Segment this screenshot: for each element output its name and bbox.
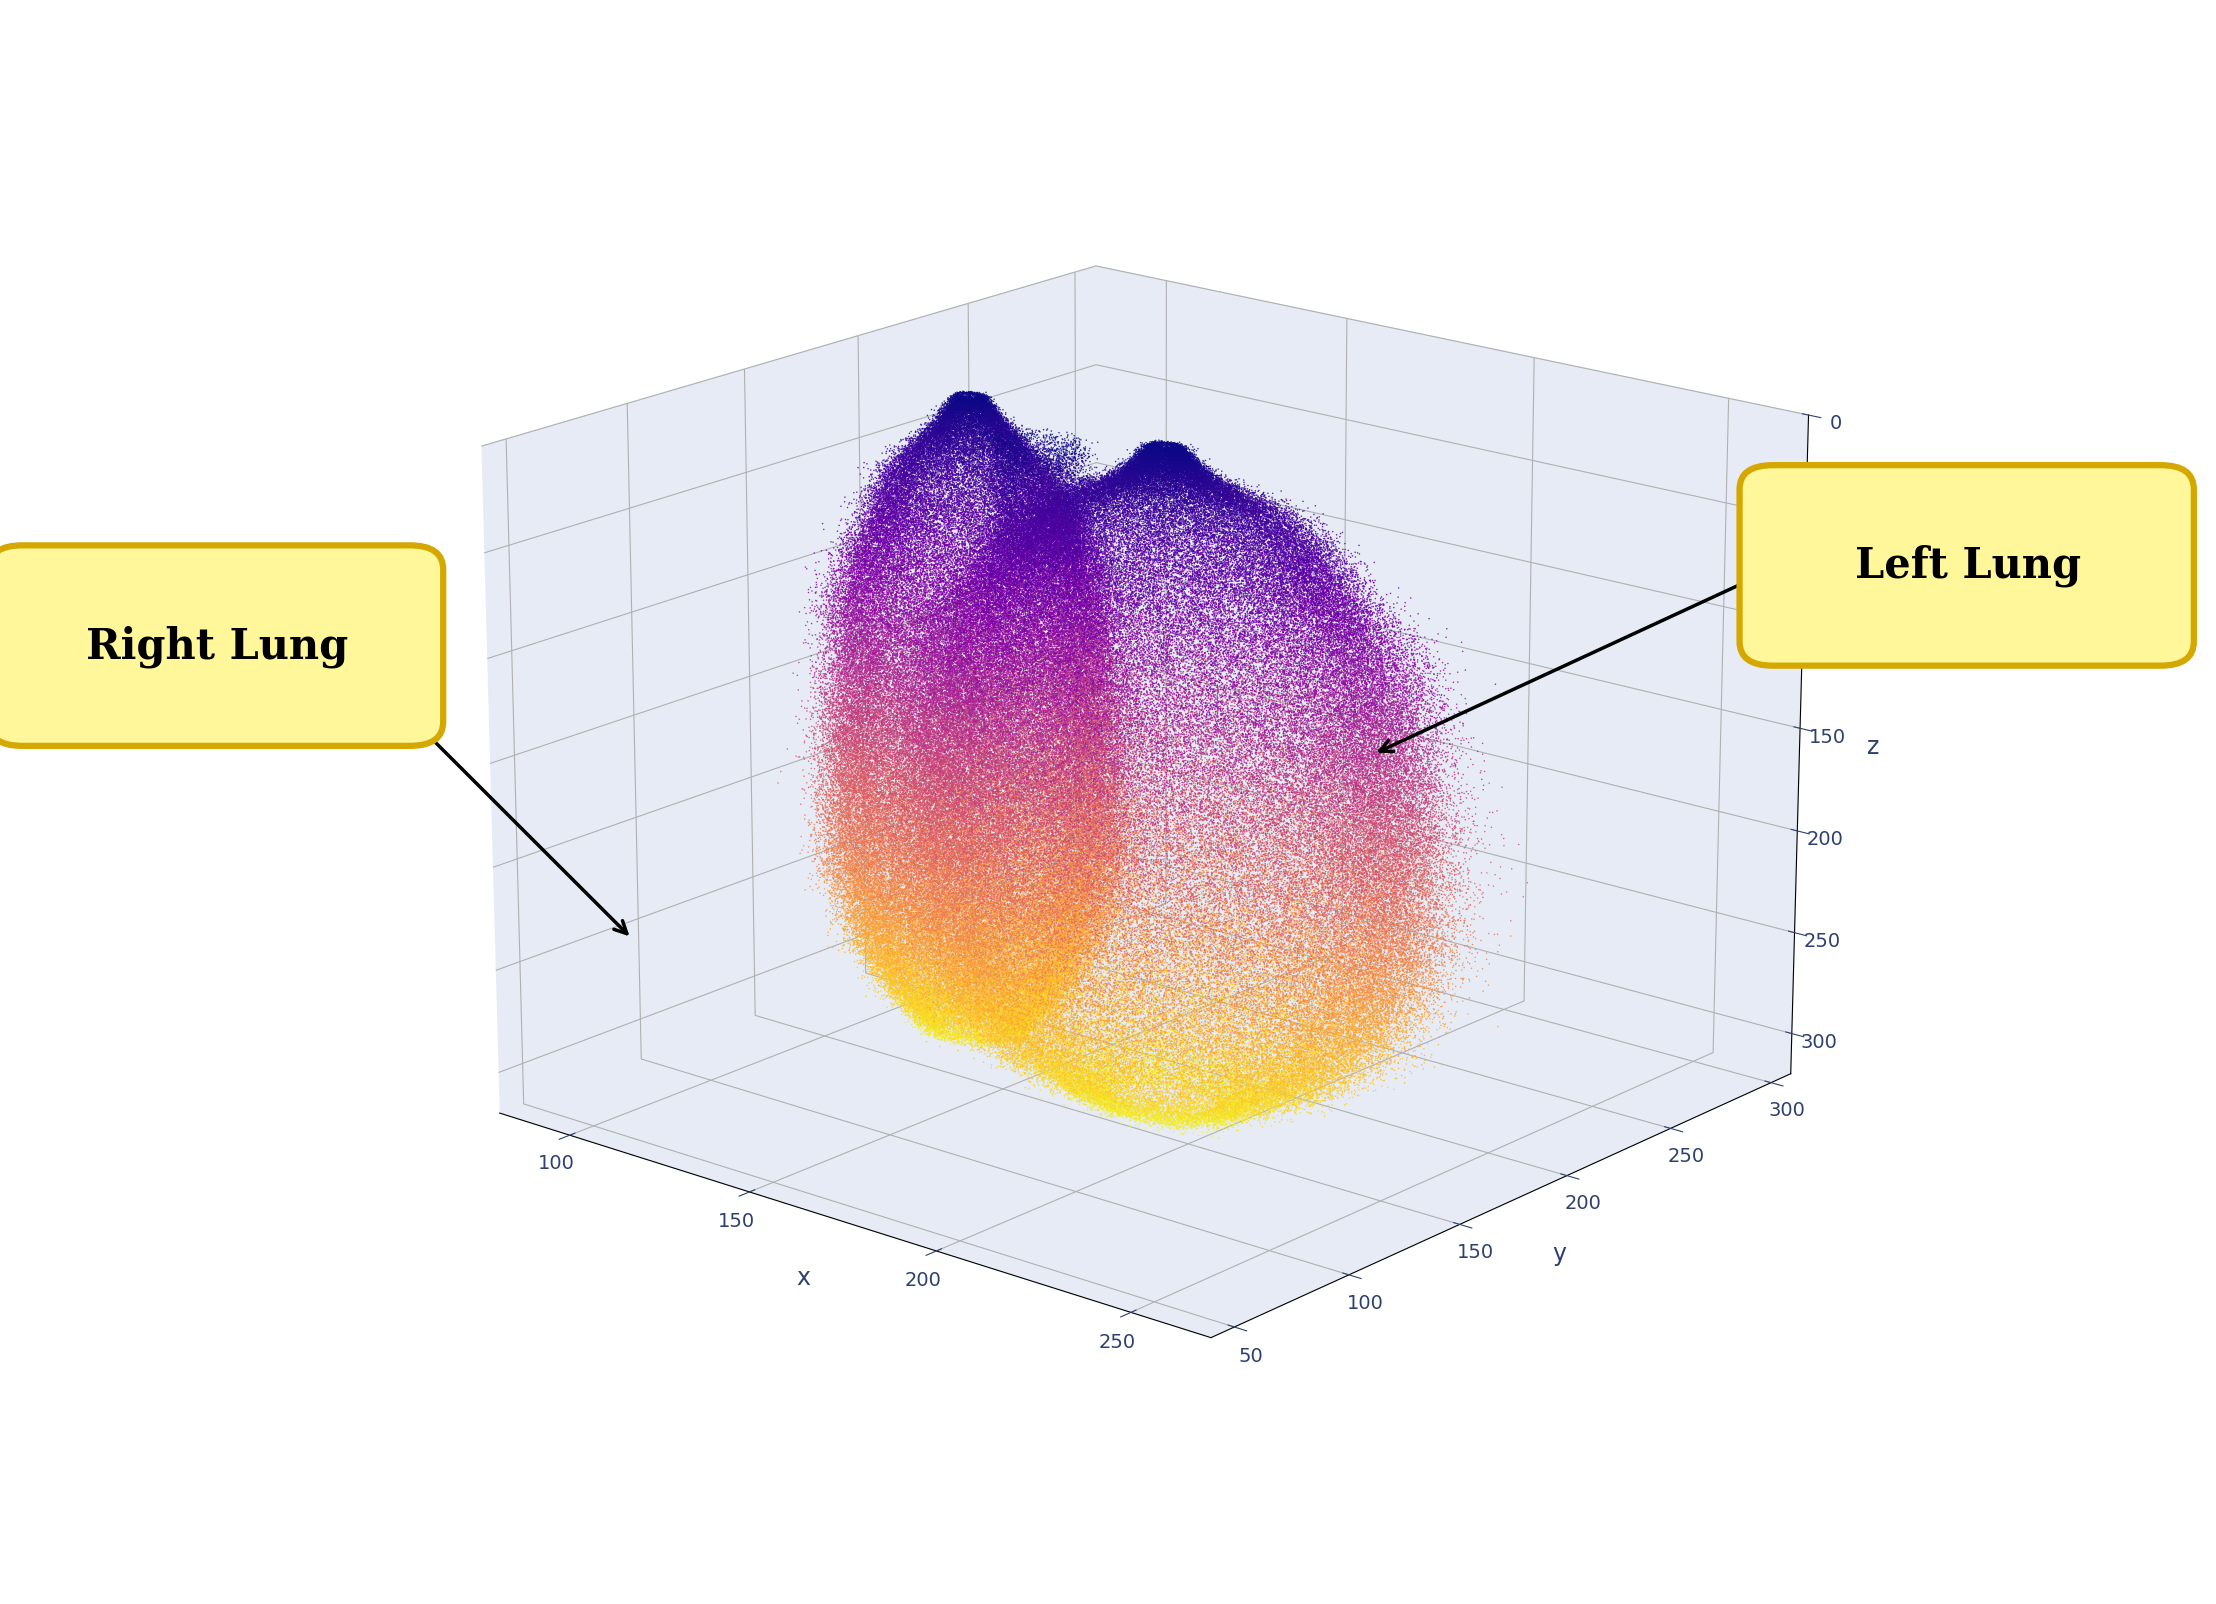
Y-axis label: y: y (1551, 1241, 1567, 1266)
Text: Left Lung: Left Lung (1855, 545, 2081, 587)
Text: Right Lung: Right Lung (86, 626, 348, 667)
X-axis label: x: x (796, 1267, 811, 1291)
